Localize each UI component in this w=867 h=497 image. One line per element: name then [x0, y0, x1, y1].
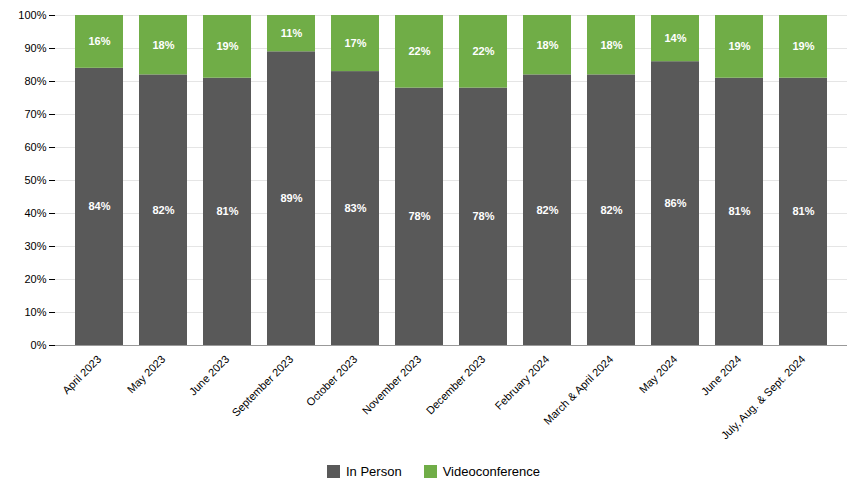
svg-text:70%: 70%	[24, 108, 46, 120]
svg-text:19%: 19%	[216, 40, 238, 52]
svg-text:June 2023: June 2023	[187, 353, 232, 398]
svg-text:March & April 2024: March & April 2024	[541, 353, 615, 427]
svg-text:June 2024: June 2024	[699, 353, 744, 398]
html-text:In Person: In Person	[346, 464, 402, 479]
svg-text:82%: 82%	[600, 204, 622, 216]
svg-text:May 2023: May 2023	[125, 353, 168, 396]
svg-text:78%: 78%	[472, 210, 494, 222]
svg-text:50%: 50%	[24, 174, 46, 186]
svg-text:19%: 19%	[792, 40, 814, 52]
svg-text:14%: 14%	[664, 32, 686, 44]
svg-text:84%: 84%	[88, 200, 110, 212]
svg-text:April 2023: April 2023	[60, 353, 104, 397]
svg-text:July, Aug. & Sept. 2024: July, Aug. & Sept. 2024	[719, 353, 808, 442]
svg-text:11%: 11%	[281, 27, 303, 39]
svg-text:October 2023: October 2023	[304, 353, 360, 409]
svg-text:17%: 17%	[344, 37, 366, 49]
svg-text:40%: 40%	[24, 207, 46, 219]
svg-text:82%: 82%	[536, 204, 558, 216]
svg-text:90%: 90%	[24, 42, 46, 54]
svg-text:20%: 20%	[24, 273, 46, 285]
svg-text:18%: 18%	[600, 39, 622, 51]
svg-text:80%: 80%	[24, 75, 46, 87]
svg-text:100%: 100%	[18, 9, 46, 21]
svg-text:86%: 86%	[664, 197, 686, 209]
svg-text:22%: 22%	[408, 45, 430, 57]
svg-text:November 2023: November 2023	[360, 353, 424, 417]
svg-text:18%: 18%	[152, 39, 174, 51]
svg-text:19%: 19%	[728, 40, 750, 52]
svg-text:10%: 10%	[24, 306, 46, 318]
svg-text:81%: 81%	[728, 205, 750, 217]
svg-text:February 2024: February 2024	[492, 353, 551, 412]
svg-text:81%: 81%	[216, 205, 238, 217]
svg-text:18%: 18%	[536, 39, 558, 51]
svg-text:60%: 60%	[24, 141, 46, 153]
svg-text:September 2023: September 2023	[229, 353, 295, 419]
svg-text:82%: 82%	[152, 204, 174, 216]
svg-text:May 2024: May 2024	[637, 353, 680, 396]
html-text:Videoconference: Videoconference	[442, 464, 540, 479]
svg-text:83%: 83%	[344, 202, 366, 214]
svg-text:89%: 89%	[280, 192, 302, 204]
svg-text:81%: 81%	[792, 205, 814, 217]
svg-text:30%: 30%	[24, 240, 46, 252]
svg-text:December 2023: December 2023	[424, 353, 488, 417]
svg-text:78%: 78%	[408, 210, 430, 222]
svg-text:0%: 0%	[31, 339, 47, 351]
svg-text:22%: 22%	[472, 45, 494, 57]
svg-text:16%: 16%	[88, 35, 110, 47]
